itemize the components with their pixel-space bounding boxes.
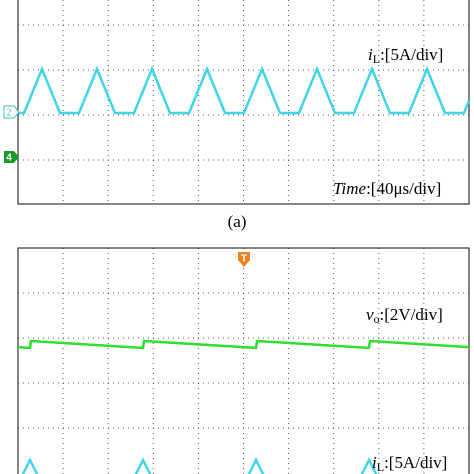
channel-marker xyxy=(4,151,19,163)
screen-frame-b xyxy=(17,247,470,474)
current-label: iL:[5A/div] xyxy=(368,45,443,66)
vo-waveform xyxy=(17,339,469,350)
voltage-label: vo:[2V/div] xyxy=(366,305,443,326)
grid-a xyxy=(18,0,469,204)
trigger-marker xyxy=(238,252,250,267)
il-waveform xyxy=(18,65,471,115)
current-label-b: iL:[5A/div] xyxy=(372,453,447,474)
time-label: Time:[40μs/div] xyxy=(333,179,441,198)
channel-marker xyxy=(3,105,20,119)
channel-marker-label: 2 xyxy=(7,107,12,118)
grid-b xyxy=(18,248,469,474)
channel-marker-label: 4 xyxy=(6,153,12,164)
trigger-label: T xyxy=(241,254,247,265)
caption: (a) xyxy=(228,212,247,231)
